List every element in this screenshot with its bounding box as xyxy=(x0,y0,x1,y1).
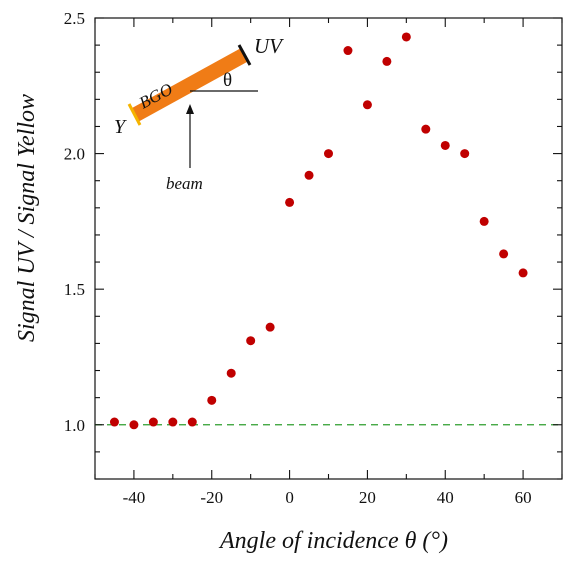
x-tick-label: 0 xyxy=(285,488,294,507)
data-point xyxy=(109,417,119,427)
crystal-bar xyxy=(131,48,248,122)
data-point xyxy=(343,46,353,56)
data-point xyxy=(207,395,217,405)
y-tick-label: 1.5 xyxy=(64,280,85,299)
data-point xyxy=(187,417,197,427)
x-tick-label: 20 xyxy=(359,488,376,507)
data-point xyxy=(148,417,158,427)
yellow-end-marker xyxy=(127,103,142,126)
data-point xyxy=(362,100,372,110)
uv-end-marker xyxy=(237,44,252,66)
x-tick-label: -20 xyxy=(200,488,223,507)
tick-labels: -40 -20 0 20 40 60 1.0 1.5 2.0 2.5 xyxy=(64,9,532,507)
data-point xyxy=(499,249,509,259)
y-axis-title: Signal UV / Signal Yellow xyxy=(14,94,40,342)
data-point xyxy=(168,417,178,427)
data-point xyxy=(518,268,528,278)
data-point xyxy=(460,149,470,159)
data-point xyxy=(421,124,431,134)
y-tick-label: 2.0 xyxy=(64,145,85,164)
data-point xyxy=(479,216,489,226)
yellow-label: Y xyxy=(114,116,127,138)
data-point xyxy=(226,368,236,378)
x-axis-title: Angle of incidence θ (°) xyxy=(218,528,448,554)
uv-label: UV xyxy=(254,34,284,58)
beam-label: beam xyxy=(166,174,203,193)
y-tick-label: 1.0 xyxy=(64,416,85,435)
data-point xyxy=(324,149,333,159)
x-tick-label: -40 xyxy=(123,488,146,507)
data-point xyxy=(304,170,314,180)
x-tick-label: 40 xyxy=(437,488,454,507)
data-points xyxy=(109,32,528,430)
data-point xyxy=(285,197,295,207)
crystal-inset: BGO UV Y θ beam xyxy=(114,34,284,193)
data-point xyxy=(382,56,392,66)
data-point xyxy=(246,336,256,346)
angle-label: θ xyxy=(223,70,232,91)
beam-arrowhead xyxy=(186,104,194,114)
x-tick-label: 60 xyxy=(515,488,532,507)
data-point xyxy=(265,322,275,332)
y-tick-label: 2.5 xyxy=(64,9,85,28)
data-point xyxy=(129,420,139,430)
data-point xyxy=(440,140,450,150)
tick-marks xyxy=(94,17,563,480)
data-point xyxy=(401,32,411,42)
